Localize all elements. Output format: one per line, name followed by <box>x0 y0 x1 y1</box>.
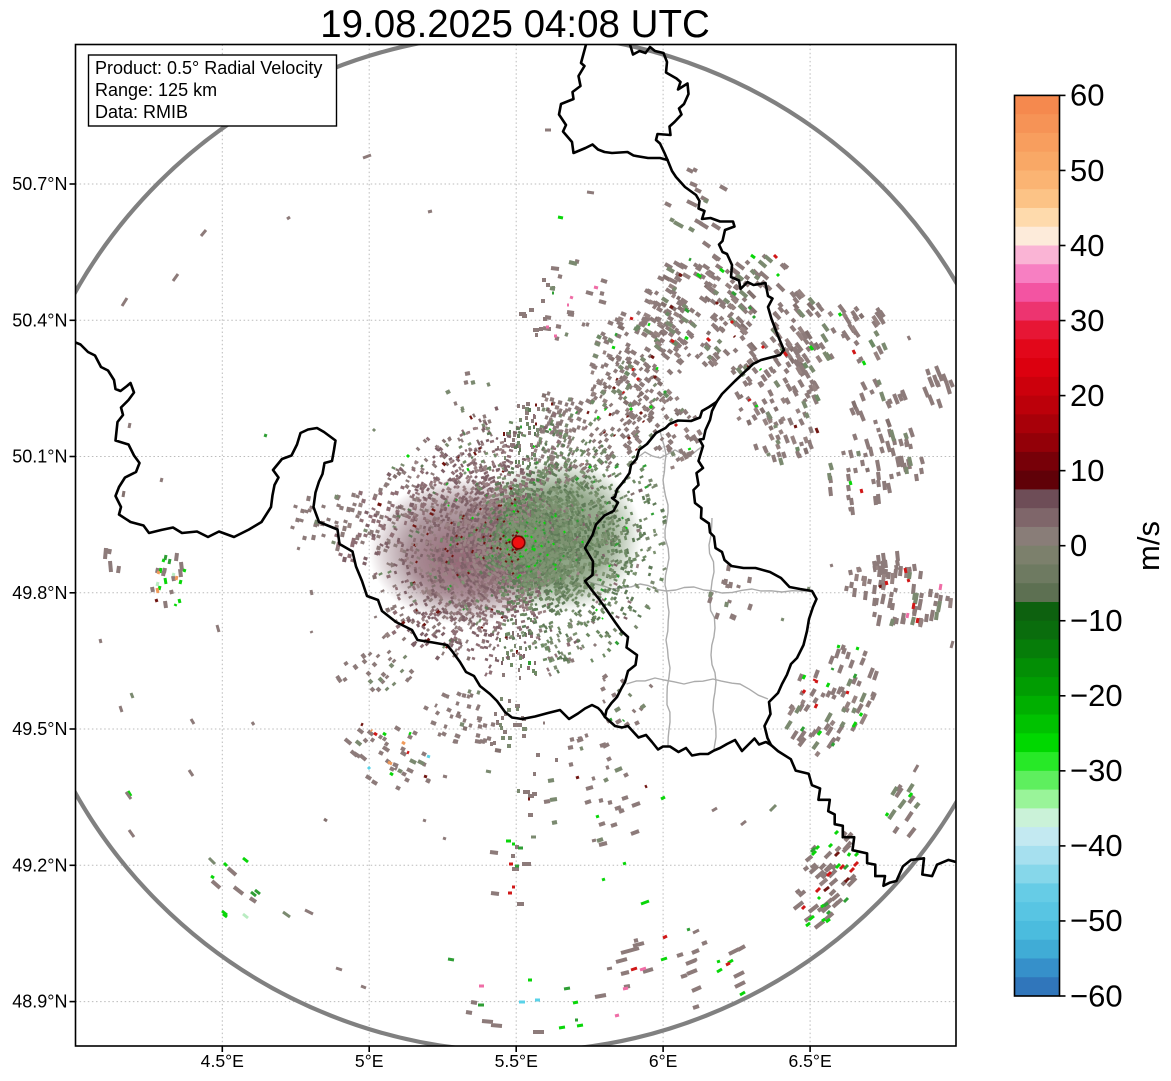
svg-text:60: 60 <box>1070 78 1104 113</box>
svg-text:19.08.2025 04:08 UTC: 19.08.2025 04:08 UTC <box>320 3 710 46</box>
svg-text:−50: −50 <box>1070 903 1123 938</box>
svg-text:−30: −30 <box>1070 753 1123 788</box>
svg-text:6.5°E: 6.5°E <box>788 1051 831 1071</box>
svg-text:50: 50 <box>1070 153 1104 188</box>
svg-text:5°E: 5°E <box>355 1051 384 1071</box>
svg-text:0: 0 <box>1070 528 1087 563</box>
svg-text:49.8°N: 49.8°N <box>12 583 67 603</box>
svg-text:50.4°N: 50.4°N <box>12 310 67 330</box>
svg-text:50.7°N: 50.7°N <box>12 174 67 194</box>
svg-text:Product: 0.5° Radial Velocity: Product: 0.5° Radial Velocity <box>95 58 322 78</box>
svg-text:40: 40 <box>1070 228 1104 263</box>
svg-text:20: 20 <box>1070 378 1104 413</box>
svg-text:49.5°N: 49.5°N <box>12 719 67 739</box>
svg-text:49.2°N: 49.2°N <box>12 855 67 875</box>
svg-text:5.5°E: 5.5°E <box>495 1051 538 1071</box>
svg-text:6°E: 6°E <box>649 1051 678 1071</box>
svg-text:10: 10 <box>1070 453 1104 488</box>
svg-text:−20: −20 <box>1070 678 1123 713</box>
svg-text:4.5°E: 4.5°E <box>201 1051 244 1071</box>
svg-text:Data: RMIB: Data: RMIB <box>95 102 188 122</box>
svg-text:30: 30 <box>1070 303 1104 338</box>
svg-text:m/s: m/s <box>1131 521 1166 571</box>
svg-text:48.9°N: 48.9°N <box>12 992 67 1012</box>
svg-text:50.1°N: 50.1°N <box>12 447 67 467</box>
svg-text:−60: −60 <box>1070 978 1123 1013</box>
svg-text:−40: −40 <box>1070 828 1123 863</box>
svg-text:−10: −10 <box>1070 603 1123 638</box>
svg-text:Range: 125 km: Range: 125 km <box>95 80 217 100</box>
